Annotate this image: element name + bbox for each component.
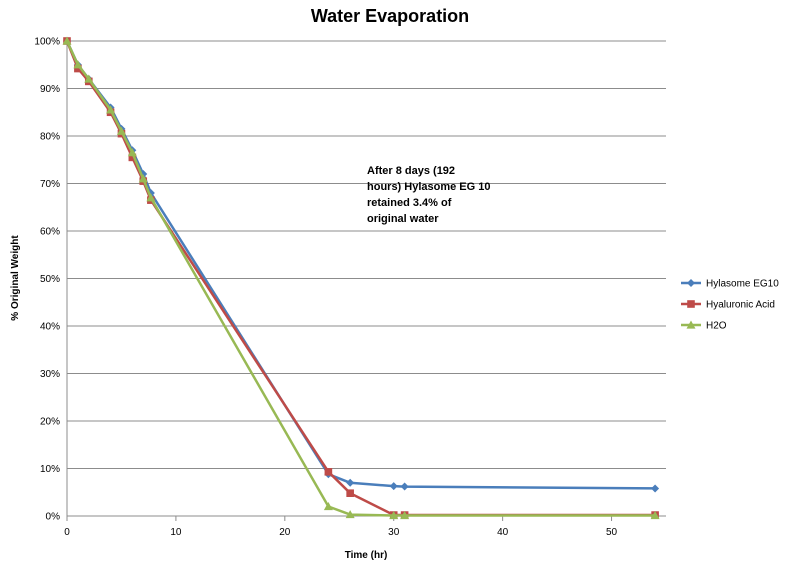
data-point — [345, 510, 355, 519]
legend: Hylasome EG10 Hyaluronic Acid H2O — [681, 279, 779, 332]
y-tick-label: 30% — [40, 369, 60, 380]
data-point — [116, 126, 126, 135]
legend-entry: Hyaluronic Acid — [681, 300, 775, 311]
data-point — [389, 482, 398, 491]
x-tick-label: 30 — [388, 527, 400, 538]
legend-marker — [687, 279, 695, 287]
data-point — [62, 36, 72, 45]
x-tick-label: 20 — [279, 527, 291, 538]
legend-label: H2O — [706, 321, 727, 332]
data-point — [146, 193, 156, 202]
chart-title: Water Evaporation — [311, 6, 469, 26]
y-tick-label: 0% — [46, 512, 61, 523]
y-tick-label: 60% — [40, 227, 60, 238]
data-point — [127, 148, 137, 157]
data-point — [650, 511, 660, 520]
annotation-line: original water — [367, 213, 439, 225]
y-axis-label: % Original Weight — [10, 235, 21, 321]
y-tick-label: 20% — [40, 417, 60, 428]
x-tick-label: 40 — [497, 527, 509, 538]
y-tick-label: 100% — [34, 37, 60, 48]
data-point — [346, 489, 354, 497]
y-tick-label: 70% — [40, 179, 60, 190]
data-point — [74, 64, 82, 73]
data-point — [106, 105, 116, 114]
series-1 — [63, 37, 660, 493]
data-point — [651, 484, 660, 493]
data-point — [128, 153, 137, 162]
legend-label: Hylasome EG10 — [706, 279, 779, 290]
gridlines — [67, 40, 666, 469]
y-tick-label: 50% — [40, 274, 60, 285]
legend-marker — [687, 300, 695, 308]
series-3 — [62, 36, 660, 520]
data-point — [346, 478, 355, 487]
legend-label: Hyaluronic Acid — [706, 300, 775, 311]
data-point — [84, 74, 94, 83]
data-point — [138, 174, 148, 183]
y-tick-labels: 0% 10% 20% 30% 40% 50% 60% 70% 80% 90% 100% — [34, 37, 60, 523]
x-tick-labels: 0 10 20 30 40 50 — [64, 527, 617, 538]
data-point — [324, 468, 333, 476]
series-group — [62, 36, 660, 520]
data-point — [73, 60, 83, 69]
y-tick-label: 10% — [40, 464, 60, 475]
annotation-line: retained 3.4% of — [367, 197, 452, 209]
x-axis-label: Time (hr) — [345, 550, 388, 561]
data-point — [389, 511, 399, 520]
data-point — [400, 511, 410, 520]
x-tick-label: 10 — [170, 527, 182, 538]
x-tick-label: 0 — [64, 527, 70, 538]
annotation: After 8 days (192 hours) Hylasome EG 10 re… — [367, 165, 491, 225]
legend-marker — [686, 320, 696, 329]
legend-entry: H2O — [681, 320, 727, 332]
legend-entry: Hylasome EG10 — [681, 279, 779, 290]
y-tick-label: 90% — [40, 84, 60, 95]
y-tick-label: 40% — [40, 322, 60, 333]
data-point — [323, 502, 333, 511]
annotation-line: After 8 days (192 — [367, 165, 455, 177]
x-tick-label: 50 — [606, 527, 618, 538]
data-point — [400, 482, 409, 491]
annotation-line: hours) Hylasome EG 10 — [367, 181, 491, 193]
y-tick-label: 80% — [40, 132, 60, 143]
axes — [66, 41, 666, 521]
